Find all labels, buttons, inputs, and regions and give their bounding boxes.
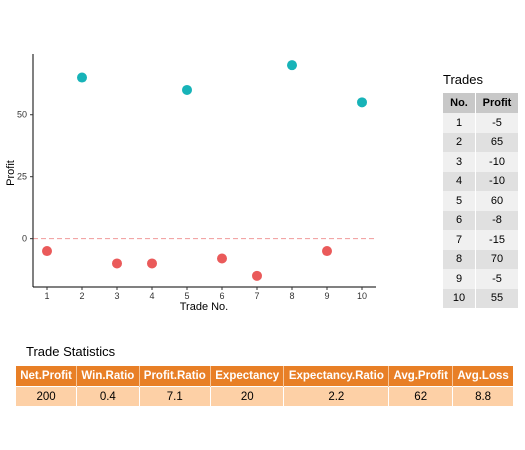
stats-header-cell: Expectancy.Ratio [283, 366, 390, 387]
trade-point [147, 258, 157, 269]
trades-panel: Trades No. Profit 1 -5 2 65 3 -10 4 -10 5 60 6 -8 7-… [443, 72, 518, 308]
trade-point [287, 60, 297, 71]
stats-value-cell: 2.2 [283, 386, 390, 406]
stats-value-cell: 200 [16, 386, 78, 406]
stats-header-cell: Expectancy [210, 366, 285, 387]
stats-value-cell: 20 [210, 386, 285, 406]
trade-number-cell: 2 [443, 132, 476, 152]
stats-header-cell: Net.Profit [16, 366, 78, 387]
trades-row: 8 70 [443, 249, 518, 269]
stats-value-cell: 62 [388, 386, 454, 406]
x-tick-label: 1 [44, 291, 49, 301]
stats-header-cell: Avg.Loss [452, 366, 513, 387]
x-tick-label: 2 [79, 291, 84, 301]
trade-point [357, 97, 367, 108]
trades-header-profit: Profit [475, 93, 518, 113]
trade-number-cell: 10 [443, 288, 476, 308]
trade-profit-cell: -10 [475, 152, 518, 172]
y-axis-title: Profit [5, 160, 17, 186]
trades-row: 1 -5 [443, 113, 518, 133]
x-tick-label: 5 [184, 291, 189, 301]
trade-profit-cell: -8 [475, 210, 518, 230]
profit-scatter-chart: 0 25 50 1 2 3 4 5 6 7 8 9 10 Trade No. Profit [5, 54, 376, 313]
trade-point [112, 258, 122, 269]
stats-header-cell: Avg.Profit [388, 366, 454, 387]
trades-row: 7 -15 [443, 230, 518, 250]
y-tick-label: 50 [17, 110, 27, 120]
trade-number-cell: 8 [443, 249, 476, 269]
trades-table: No. Profit 1 -5 2 65 3 -10 4 -10 5 60 6 -8 7 -15 8 70 9-… [443, 93, 518, 308]
trades-row: 2 65 [443, 132, 518, 152]
stats-value-cell: 7.1 [139, 386, 212, 406]
trade-point [217, 253, 227, 264]
trade-number-cell: 9 [443, 269, 476, 289]
x-tick-label: 3 [114, 291, 119, 301]
x-tick-label: 10 [357, 291, 367, 301]
trades-row: 6 -8 [443, 210, 518, 230]
trade-point [252, 270, 262, 281]
y-tick-label: 0 [22, 234, 27, 244]
trade-number-cell: 7 [443, 230, 476, 250]
x-tick-label: 6 [219, 291, 224, 301]
trades-header-row: No. Profit [443, 93, 518, 113]
x-tick-label: 8 [289, 291, 294, 301]
trades-row: 4 -10 [443, 171, 518, 191]
trade-number-cell: 1 [443, 113, 476, 133]
x-tick-label: 7 [254, 291, 259, 301]
trade-profit-cell: -5 [475, 113, 518, 133]
trades-row: 10 55 [443, 288, 518, 308]
trades-row: 9 -5 [443, 269, 518, 289]
trade-profit-cell: 60 [475, 191, 518, 211]
stats-title: Trade Statistics [26, 344, 116, 359]
trade-point [322, 246, 332, 257]
stats-value-row: 200 0.4 7.1 20 2.2 62 8.8 [16, 386, 513, 406]
trades-row: 3 -10 [443, 152, 518, 172]
trade-profit-cell: 65 [475, 132, 518, 152]
plot-area: 0 25 50 1 2 3 4 5 6 7 8 9 10 [17, 54, 376, 301]
stats-table: Net.Profit Win.Ratio Profit.Ratio Expectanc… [16, 366, 513, 406]
trades-row: 5 60 [443, 191, 518, 211]
x-tick-label: 9 [324, 291, 329, 301]
x-axis-title: Trade No. [180, 301, 229, 313]
trades-header-no: No. [443, 93, 476, 113]
trade-profit-cell: -15 [475, 230, 518, 250]
stats-value-cell: 0.4 [76, 386, 140, 406]
trade-profit-cell: -10 [475, 171, 518, 191]
x-tick-label: 4 [149, 291, 154, 301]
trade-number-cell: 4 [443, 171, 476, 191]
trade-profit-cell: 55 [475, 288, 518, 308]
trade-point [77, 72, 87, 83]
trade-profit-cell: -5 [475, 269, 518, 289]
trade-number-cell: 5 [443, 191, 476, 211]
stats-value-cell: 8.8 [452, 386, 513, 406]
trades-title: Trades [443, 72, 483, 87]
trade-point [42, 246, 52, 257]
trade-point [182, 84, 192, 95]
stats-header-cell: Profit.Ratio [139, 366, 212, 387]
trade-profit-cell: 70 [475, 249, 518, 269]
stats-panel: Trade Statistics Net.Profit Win.Ratio Prof… [16, 344, 513, 406]
y-tick-label: 25 [17, 172, 27, 182]
stats-header-cell: Win.Ratio [76, 366, 140, 387]
trade-number-cell: 3 [443, 152, 476, 172]
trade-number-cell: 6 [443, 210, 476, 230]
stats-header-row: Net.Profit Win.Ratio Profit.Ratio Expectanc… [16, 366, 513, 387]
